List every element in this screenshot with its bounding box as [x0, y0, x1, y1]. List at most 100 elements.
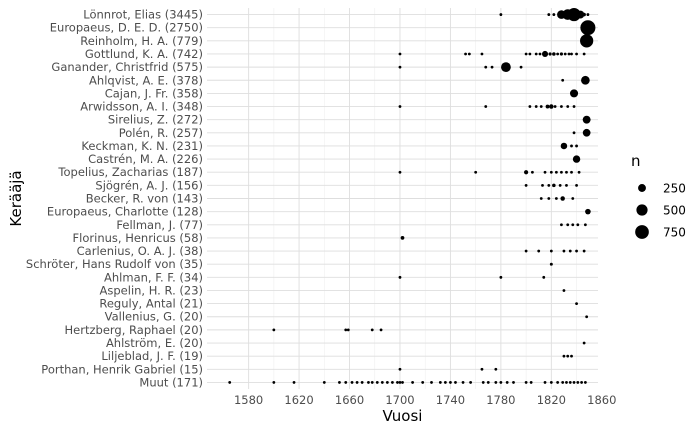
data-point: [494, 367, 498, 371]
data-point: [547, 183, 551, 187]
data-point: [438, 381, 442, 384]
data-point: [490, 65, 494, 69]
data-point: [461, 381, 465, 384]
data-point: [449, 381, 452, 384]
data-point: [499, 275, 503, 279]
y-tick-label: Sirelius, Z. (272): [108, 113, 203, 127]
data-point: [474, 170, 478, 174]
data-point: [391, 381, 394, 384]
data-point: [549, 170, 553, 174]
data-point: [585, 208, 591, 215]
data-point: [538, 52, 542, 56]
data-point: [554, 197, 558, 200]
data-point: [524, 249, 528, 253]
y-tick-label: Castrén, M. A. (226): [88, 152, 203, 166]
data-point: [541, 183, 544, 187]
data-point: [469, 381, 473, 384]
data-point: [565, 381, 568, 384]
y-tick-label: Liljeblad, J. F. (19): [101, 349, 203, 363]
data-point: [549, 381, 553, 384]
data-point: [560, 142, 568, 150]
data-point: [567, 7, 581, 22]
data-point: [571, 197, 575, 200]
data-point: [367, 381, 370, 384]
data-point: [570, 144, 573, 148]
data-point: [559, 52, 564, 56]
data-point: [581, 75, 590, 85]
data-point: [582, 341, 586, 345]
data-point: [570, 170, 573, 174]
y-tick-label: Sjögrén, A. J. (156): [95, 178, 203, 192]
data-point: [272, 328, 276, 332]
data-point: [576, 223, 580, 227]
data-point: [566, 105, 570, 108]
x-tick-label: 1820: [537, 393, 566, 407]
y-tick-label: Hertzberg, Raphael (20): [65, 323, 203, 337]
data-point: [379, 328, 383, 332]
y-tick-label: Schröter, Hans Rudolf von (35): [26, 257, 203, 271]
data-point: [576, 381, 580, 384]
data-point: [556, 52, 560, 56]
data-point: [501, 62, 511, 72]
data-point: [582, 12, 586, 17]
data-point: [322, 381, 326, 384]
y-tick-label: Europaeus, D. E. D. (2750): [50, 21, 203, 35]
data-point: [499, 381, 503, 384]
y-tick-label: Vallenius, G. (20): [105, 310, 203, 324]
data-point: [556, 381, 560, 384]
y-tick-label: Topelius, Zacharias (187): [57, 165, 203, 179]
data-point: [565, 170, 568, 174]
x-tick-label: 1740: [436, 393, 465, 407]
data-point: [580, 20, 596, 36]
data-point: [524, 183, 528, 187]
y-tick-label: Muut (171): [139, 375, 203, 389]
data-point: [568, 249, 572, 253]
data-point: [572, 105, 576, 108]
data-point: [398, 381, 402, 384]
data-point: [464, 52, 467, 56]
data-point: [375, 381, 379, 384]
data-point: [562, 249, 566, 253]
data-point: [562, 289, 566, 292]
data-point: [360, 381, 364, 384]
data-point: [539, 197, 543, 200]
data-point: [575, 52, 578, 56]
data-point: [494, 381, 498, 384]
x-axis-title: Vuosi: [383, 407, 423, 425]
y-tick-label: Reinholm, H. A. (779): [80, 34, 203, 48]
data-point: [385, 381, 389, 384]
y-tick-label: Gottlund, K. A. (742): [85, 47, 203, 61]
data-point: [272, 381, 276, 384]
y-axis-tick-labels: Lönnrot, Elias (3445)Europaeus, D. E. D.…: [26, 8, 203, 390]
data-point: [350, 381, 354, 384]
data-point: [537, 249, 541, 253]
data-point: [583, 381, 587, 384]
y-tick-label: Fellman, J. (77): [116, 218, 203, 232]
data-point: [380, 381, 384, 384]
data-point: [398, 65, 402, 69]
y-tick-label: Becker, R. von (143): [86, 192, 203, 206]
data-point: [561, 78, 565, 82]
y-axis-title: Kerääjä: [7, 170, 25, 226]
data-point: [398, 170, 402, 174]
data-point: [524, 170, 529, 175]
data-point: [547, 13, 551, 16]
grid-lines: [207, 8, 598, 389]
data-point: [582, 249, 586, 253]
data-point: [512, 381, 515, 384]
data-point: [443, 381, 447, 384]
y-tick-label: Reguly, Antal (21): [99, 297, 203, 311]
data-point: [560, 223, 563, 227]
data-point: [534, 52, 538, 56]
data-point: [292, 381, 296, 384]
data-point: [575, 183, 578, 187]
data-point: [549, 262, 553, 266]
data-point: [528, 52, 532, 56]
data-point: [543, 381, 547, 384]
data-point: [344, 381, 348, 384]
data-point: [575, 302, 578, 306]
data-point: [355, 381, 359, 384]
legend-label: 750: [663, 226, 686, 240]
data-point: [421, 381, 425, 384]
data-point: [563, 52, 567, 56]
